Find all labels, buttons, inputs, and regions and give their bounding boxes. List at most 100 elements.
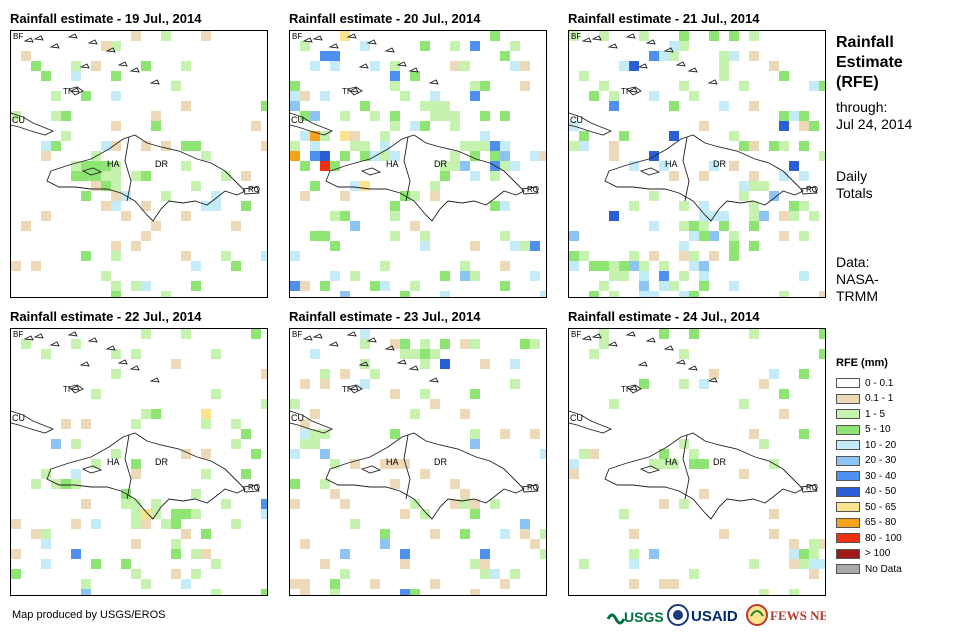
rainfall-cell xyxy=(450,121,460,131)
rainfall-cell xyxy=(799,201,809,211)
rainfall-cell xyxy=(91,61,101,71)
rainfall-cell xyxy=(41,529,51,539)
rainfall-cell xyxy=(480,559,490,569)
rainfall-cell xyxy=(629,161,639,171)
island xyxy=(663,47,674,53)
island xyxy=(663,345,674,351)
rainfall-cell xyxy=(231,221,241,231)
rainfall-cell xyxy=(101,171,111,181)
rainfall-cell xyxy=(251,121,261,131)
rainfall-cell xyxy=(649,251,659,261)
rainfall-cell xyxy=(699,201,709,211)
rainfall-cell xyxy=(261,369,267,379)
rainfall-cell xyxy=(789,589,799,595)
island xyxy=(366,337,377,343)
coastline xyxy=(521,186,539,195)
rainfall-cell xyxy=(290,141,300,151)
legend-item: 0.1 - 1 xyxy=(836,393,893,405)
rainfall-cell xyxy=(300,111,310,121)
rainfall-cell xyxy=(181,509,191,519)
source-line1: Data: xyxy=(836,254,870,270)
legend-label: 20 - 30 xyxy=(865,455,897,466)
rainfall-cell xyxy=(350,519,360,529)
rainfall-cell xyxy=(410,121,420,131)
rainfall-cell xyxy=(290,151,300,161)
rainfall-cell xyxy=(669,51,679,61)
rainfall-cell xyxy=(181,529,191,539)
rainfall-cell xyxy=(141,61,151,71)
coastline xyxy=(639,465,661,474)
rainfall-cell xyxy=(460,489,470,499)
rainfall-cell xyxy=(749,559,759,569)
rainfall-cell xyxy=(141,171,151,181)
island xyxy=(408,67,419,73)
rainfall-cell xyxy=(191,549,201,559)
rainfall-cell xyxy=(261,399,267,409)
legend-swatch xyxy=(836,564,860,574)
legend-swatch xyxy=(836,393,860,404)
rainfall-cell xyxy=(500,429,510,439)
rainfall-cell xyxy=(819,329,825,339)
rainfall-cell xyxy=(779,71,789,81)
island xyxy=(581,335,592,341)
rainfall-cell xyxy=(41,469,51,479)
rainfall-cell xyxy=(121,499,131,509)
coastline xyxy=(347,384,363,394)
rainfall-cell xyxy=(450,111,460,121)
rainfall-cell xyxy=(131,459,141,469)
rainfall-cell xyxy=(81,161,91,171)
rainfall-cell xyxy=(320,449,330,459)
rainfall-cell xyxy=(719,101,729,111)
country-border xyxy=(124,136,132,202)
rainfall-cell xyxy=(221,251,231,261)
rainfall-cell xyxy=(679,379,689,389)
rainfall-cell xyxy=(41,151,51,161)
rainfall-cell xyxy=(181,61,191,71)
coastline xyxy=(800,484,818,493)
rainfall-cell xyxy=(689,261,699,271)
rainfall-cell xyxy=(470,91,480,101)
rainfall-cell xyxy=(669,579,679,589)
island xyxy=(69,385,80,391)
rainfall-cell xyxy=(231,519,241,529)
country-border xyxy=(682,434,690,500)
rainfall-cell xyxy=(819,291,825,297)
rainfall-cell xyxy=(500,579,510,589)
legend-swatch xyxy=(836,517,860,528)
rainfall-cell xyxy=(619,271,629,281)
rainfall-cell xyxy=(520,81,530,91)
rainfall-cell xyxy=(679,251,689,261)
rainfall-cell xyxy=(111,71,121,81)
rainfall-cell xyxy=(360,359,370,369)
map-label-cu: CU xyxy=(291,413,304,423)
rainfall-cell xyxy=(31,261,41,271)
map-label-cu: CU xyxy=(291,115,304,125)
rainfall-cell xyxy=(181,329,191,339)
rainfall-cell xyxy=(540,449,546,459)
rainfall-cell xyxy=(440,111,450,121)
rainfall-cell xyxy=(679,221,689,231)
rainfall-cell xyxy=(370,579,380,589)
island xyxy=(637,361,648,367)
rainfall-cell xyxy=(719,529,729,539)
rainfall-cell xyxy=(141,231,151,241)
rainfall-cell xyxy=(779,111,789,121)
map-label-dr: DR xyxy=(713,457,726,467)
rainfall-cell xyxy=(609,211,619,221)
rainfall-cell xyxy=(460,499,470,509)
rainfall-cell xyxy=(310,439,320,449)
island xyxy=(302,37,313,43)
island xyxy=(117,61,128,67)
rainfall-cell xyxy=(71,439,81,449)
rainfall-cell xyxy=(500,111,510,121)
rainfall-cell xyxy=(689,459,699,469)
island xyxy=(302,335,313,341)
rainfall-cell xyxy=(400,291,410,297)
rainfall-cell xyxy=(470,171,480,181)
rainfall-cell xyxy=(569,231,579,241)
island xyxy=(591,35,602,41)
coastline xyxy=(347,86,363,96)
map-label-ha: HA xyxy=(665,159,678,169)
rainfall-cell xyxy=(420,389,430,399)
legend-swatch xyxy=(836,455,860,466)
